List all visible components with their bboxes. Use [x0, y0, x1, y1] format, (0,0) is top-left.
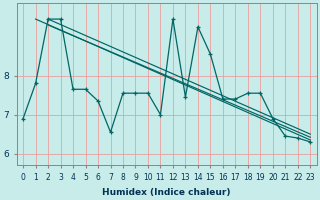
- X-axis label: Humidex (Indice chaleur): Humidex (Indice chaleur): [102, 188, 231, 197]
